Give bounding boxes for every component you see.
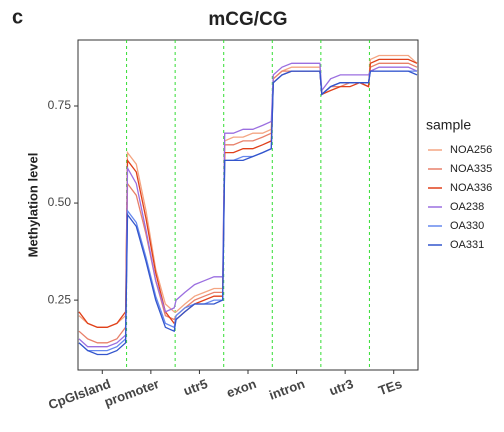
x-tick-label: TEs (376, 376, 404, 398)
series-line (78, 62, 418, 344)
series-line (78, 70, 418, 356)
series-line (78, 58, 418, 328)
x-tick-label: promoter (102, 376, 161, 410)
plot-frame (77, 39, 419, 371)
chart-title: mCG/CG (208, 9, 287, 30)
x-tick-label: intron (267, 376, 307, 403)
panel-label: c (12, 6, 23, 28)
x-tick-label: CpGIsland (46, 376, 112, 412)
series-line (78, 54, 418, 328)
x-tick-label: utr3 (327, 376, 355, 398)
legend-label: OA238 (450, 201, 484, 213)
legend-label: OA331 (450, 239, 484, 251)
series-line (78, 62, 418, 348)
legend-label: NOA256 (450, 144, 492, 156)
legend-label: OA330 (450, 220, 484, 232)
series-line (78, 70, 417, 352)
y-axis-label: Methylation level (25, 153, 40, 258)
y-tick-label: 0.75 (48, 98, 72, 112)
legend-title: sample (426, 117, 471, 133)
y-tick-label: 0.50 (48, 195, 72, 209)
legend-label: NOA336 (450, 182, 492, 194)
legend-label: NOA335 (450, 163, 492, 175)
x-tick-label: exon (225, 376, 259, 400)
y-tick-label: 0.25 (48, 292, 72, 306)
x-tick-label: utr5 (181, 376, 209, 398)
